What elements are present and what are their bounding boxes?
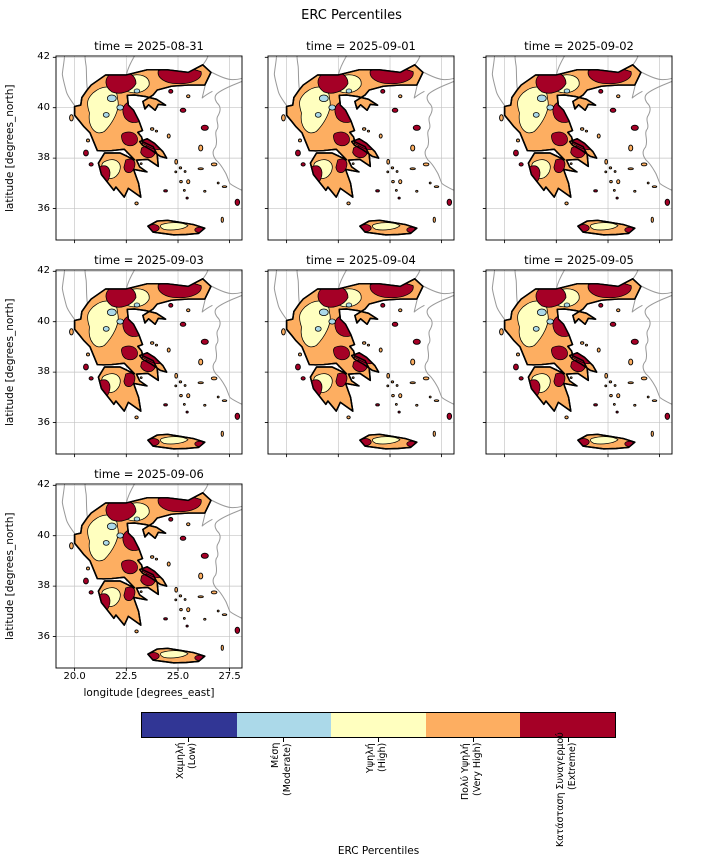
- y-tick-label: 40: [37, 529, 50, 541]
- facet-2025-09-02: time = 2025-09-02: [486, 39, 672, 240]
- x-tick-label: 27.5: [218, 671, 241, 682]
- x-tick-label: 20.0: [63, 671, 86, 682]
- facet-title: time = 2025-09-01: [306, 39, 416, 53]
- y-tick-label: 36: [37, 416, 50, 428]
- figure-title: ERC Percentiles: [301, 8, 402, 23]
- colorbar-tick: [473, 738, 474, 742]
- colorbar-segment-very-high: [425, 713, 521, 737]
- class-name-en: (Very High): [471, 743, 483, 797]
- colorbar-label-low: Χαμηλή (Low): [175, 743, 203, 847]
- facet-title: time = 2025-09-06: [94, 467, 204, 481]
- facet-title: time = 2025-08-31: [94, 39, 204, 53]
- greece-map: [486, 56, 672, 240]
- class-name-en: (High): [376, 743, 388, 773]
- colorbar-tick: [568, 738, 569, 742]
- y-axis-label: latitude [degrees_north]: [4, 298, 16, 426]
- colorbar-tick: [283, 738, 284, 742]
- colorbar: [141, 712, 616, 738]
- y-tick-label: 40: [37, 101, 50, 113]
- greece-map: [268, 270, 454, 454]
- colorbar-label-moderate: Μέση (Moderate): [270, 743, 298, 847]
- class-name-el: Μέση: [269, 743, 281, 769]
- y-axis-label: latitude [degrees_north]: [4, 84, 16, 212]
- greece-map: [56, 270, 242, 454]
- colorbar-label-extreme: Κατάσταση Συναγερμού (Extreme): [554, 732, 583, 847]
- class-name-el: Πολύ Υψηλή: [459, 743, 471, 800]
- facet-2025-09-01: time = 2025-09-01: [268, 39, 454, 240]
- y-tick-label: 42: [37, 479, 50, 491]
- greece-map: [56, 484, 242, 668]
- y-tick-label: 40: [37, 315, 50, 327]
- class-name-el: Χαμηλή: [174, 743, 186, 780]
- y-tick-label: 38: [37, 580, 50, 592]
- colorbar-segment-moderate: [236, 713, 332, 737]
- facet-2025-09-03: time = 2025-09-03: [56, 253, 242, 454]
- facet-2025-09-04: time = 2025-09-04: [268, 253, 454, 454]
- facet-2025-09-05: time = 2025-09-05: [486, 253, 672, 454]
- y-tick-label: 36: [37, 630, 50, 642]
- x-tick-label: 22.5: [115, 671, 138, 682]
- y-tick-label: 38: [37, 152, 50, 164]
- colorbar-tick: [378, 738, 379, 742]
- y-tick-label: 36: [37, 202, 50, 214]
- y-tick-label: 38: [37, 366, 50, 378]
- colorbar-axis-label: ERC Percentiles: [337, 845, 420, 857]
- y-tick-label: 42: [37, 51, 50, 63]
- greece-map: [486, 270, 672, 454]
- colorbar-label-very-high: Πολύ Υψηλή (Very High): [460, 743, 488, 847]
- x-tick-label: 25.0: [166, 671, 190, 682]
- facet-title: time = 2025-09-04: [306, 253, 416, 267]
- facet-title: time = 2025-09-02: [524, 39, 634, 53]
- facet-2025-08-31: time = 2025-08-31: [56, 39, 242, 240]
- colorbar-tick: [188, 738, 189, 742]
- y-tick-label: 42: [37, 265, 50, 277]
- colorbar-segment-extreme: [520, 713, 615, 737]
- class-name-en: (Low): [186, 743, 198, 770]
- class-name-en: (Extreme): [566, 743, 578, 791]
- class-name-en: (Moderate): [281, 743, 293, 796]
- class-name-el: Υψηλή: [364, 743, 376, 773]
- colorbar-segment-low: [142, 713, 237, 737]
- facet-title: time = 2025-09-03: [94, 253, 204, 267]
- class-name-el: Κατάσταση Συναγερμού: [554, 732, 566, 847]
- facet-title: time = 2025-09-05: [524, 253, 634, 267]
- y-axis-label: latitude [degrees_north]: [4, 512, 16, 640]
- greece-map: [268, 56, 454, 240]
- x-axis-label: longitude [degrees_east]: [83, 687, 215, 699]
- colorbar-label-high: Υψηλή (High): [365, 743, 393, 847]
- greece-map: [56, 56, 242, 240]
- colorbar-segment-high: [331, 713, 426, 737]
- facet-2025-09-06: time = 2025-09-06: [56, 467, 242, 668]
